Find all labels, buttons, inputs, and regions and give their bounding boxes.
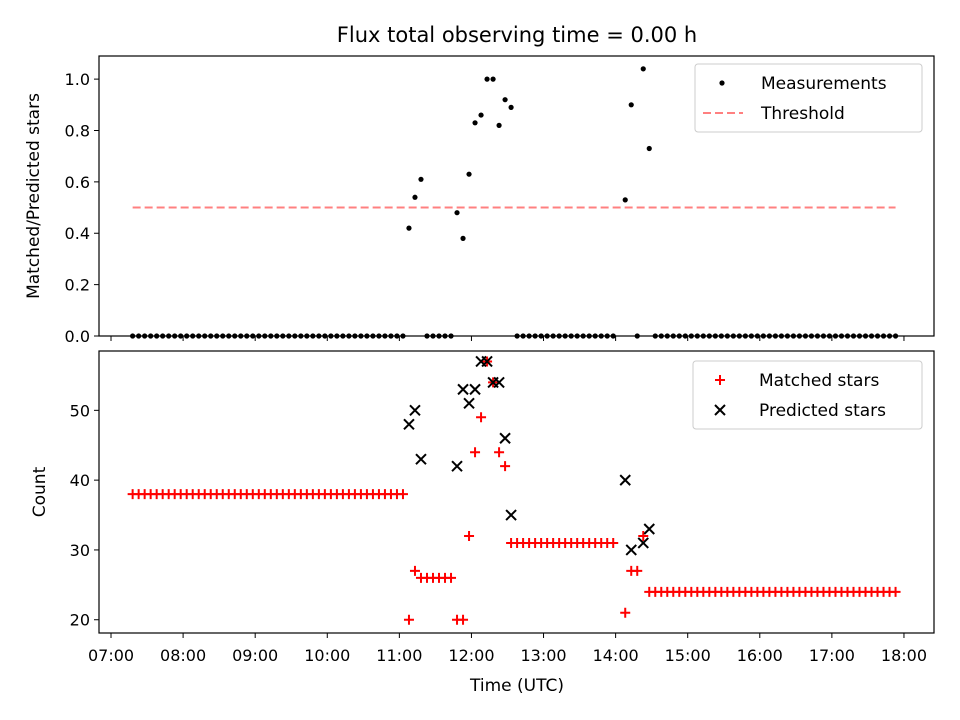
top-panel-y-label: Matched/Predicted stars [24,93,44,299]
legend-box [692,360,923,430]
y-tick-label: 0.8 [65,121,90,140]
x-tick-label: 13:00 [520,646,566,665]
legend-measurement-marker [719,80,725,86]
measurement-point [646,145,652,152]
predicted-star-point [481,355,493,368]
top-panel: 0.0 0.2 0.4 0.6 0.8 1.0 Matched/Predicted sta… [24,55,935,346]
matched-star-point [476,412,487,423]
measurement-point [502,97,508,103]
x-tick-label: 09:00 [232,646,278,665]
legend-label: Threshold [760,104,845,124]
bottom-panel-x-axis: 07:00 08:00 09:00 10:00 11:00 12:00 13:00 14:00… [88,633,927,665]
x-tick-label: 14:00 [593,646,639,665]
predicted-star-point [415,453,427,465]
x-axis-label: Time (UTC) [469,676,564,696]
matched-star-point [620,607,631,618]
matched-star-point [409,565,420,576]
y-tick-label: 0.4 [65,224,90,243]
measurement-point [406,225,412,231]
measurement-point [490,76,496,82]
matched-star-point [458,614,469,625]
top-panel-frame [98,55,935,337]
measurement-point [418,176,424,182]
x-tick-label: 12:00 [448,646,494,665]
measurement-point [460,235,466,241]
y-tick-label: 40 [70,471,90,490]
top-panel-y-axis: 0.0 0.2 0.4 0.6 0.8 1.0 [65,70,99,346]
matched-star-point [446,572,457,583]
matched-star-point [890,586,901,597]
x-tick-label: 07:00 [88,646,134,665]
predicted-star-point [625,544,637,556]
measurement-point [472,120,478,126]
matched-star-point [494,447,505,458]
predicted-star-point [643,523,655,535]
measurement-point [508,104,514,110]
measurement-point [628,102,634,108]
measurement-point [496,122,502,128]
x-tick-label: 17:00 [809,646,855,665]
y-tick-label: 30 [70,541,90,560]
bottom-panel-marks [127,355,901,625]
matched-star-point [500,461,511,472]
predicted-star-point [637,537,649,549]
x-tick-label: 08:00 [160,646,206,665]
predicted-star-point [469,383,481,396]
y-tick-label: 20 [70,611,90,630]
legend-box [694,63,923,133]
bottom-panel-y-label: Count [30,466,50,517]
predicted-star-point [457,383,469,396]
predicted-star-point [619,474,631,486]
bottom-panel-legend: Matched stars Predicted stars [692,360,923,430]
matched-star-point [403,614,414,625]
x-tick-label: 16:00 [737,646,783,665]
x-tick-label: 11:00 [376,646,422,665]
measurement-point [478,112,484,118]
chart-title: Flux total observing time = 0.00 h [337,23,697,47]
measurement-point [622,197,628,203]
y-tick-label: 0.6 [65,173,90,192]
bottom-panel: 20 30 40 50 07:00 08:00 09:00 10:00 11:00 12:00 1… [30,350,935,696]
y-tick-label: 0.2 [65,276,90,295]
predicted-star-point [463,397,475,410]
matched-star-point [638,530,649,541]
predicted-star-point [403,418,415,430]
matched-star-point [632,565,643,576]
y-tick-label: 1.0 [65,70,90,89]
legend-label: Measurements [761,74,887,94]
x-tick-label: 18:00 [881,646,927,665]
matched-star-point [608,537,619,548]
predicted-star-point [505,509,517,521]
measurement-point [484,76,490,82]
y-tick-label: 50 [70,401,90,420]
top-panel-x-axis [110,336,905,341]
bottom-panel-y-axis: 20 30 40 50 [70,401,99,630]
bottom-panel-frame [98,350,935,634]
legend-matched-marker [715,375,725,385]
measurement-point [466,171,472,177]
matched-star-point [397,489,408,500]
x-tick-label: 10:00 [304,646,350,665]
legend-label: Matched stars [759,371,879,391]
matched-star-point [470,447,481,458]
predicted-star-point [493,376,505,389]
x-tick-label: 15:00 [665,646,711,665]
y-tick-label: 0.0 [65,327,90,346]
legend-label: Predicted stars [759,401,886,421]
measurement-point [640,66,646,72]
measurement-point [412,194,418,200]
predicted-star-point [499,432,511,444]
legend-predicted-marker [714,404,726,416]
measurement-point [454,210,460,216]
predicted-star-point [451,460,463,472]
top-panel-legend: Measurements Threshold [694,63,923,133]
predicted-star-point [409,404,421,417]
matched-star-point [464,530,475,541]
